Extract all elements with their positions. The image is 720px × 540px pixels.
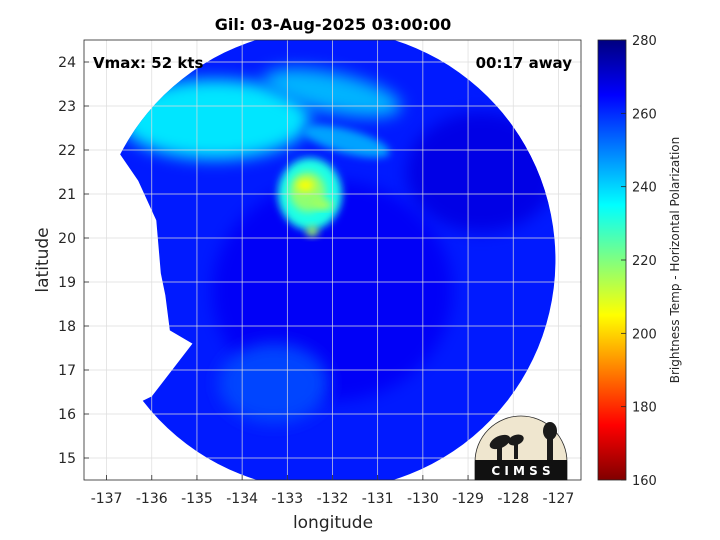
y-tick-label: 19 [58,275,76,291]
x-axis-label: longitude [293,513,373,533]
x-tick-label: -131 [362,491,394,507]
y-tick-label: 24 [58,55,76,71]
south-band [218,343,329,424]
time-offset-annotation: 00:17 away [476,54,573,72]
x-tick-label: -133 [271,491,303,507]
colorbar-tick-label: 240 [632,181,657,196]
colorbar-tick-label: 280 [632,34,657,49]
logo-band [475,460,567,480]
colorbar-label: Brightness Temp - Horizontal Polarizatio… [668,137,682,384]
core-inner [296,179,315,192]
x-tick-label: -137 [91,491,123,507]
y-tick-label: 17 [58,363,76,379]
colorbar-tick-label: 160 [632,474,657,489]
y-tick-label: 22 [58,143,76,159]
core-tail [306,226,319,237]
water-tower-icon [543,422,557,462]
y-tick-label: 23 [58,99,76,115]
x-axis-ticks: -137 -136 -135 -134 -133 -132 -131 -130 -129 -128… [91,475,575,507]
northwest-band [120,79,311,160]
colorbar-tick-label: 200 [632,327,657,342]
colorbar-ticks: 160 180 200 220 240 260 280 [621,34,657,489]
logo-text: C I M S S [491,464,550,478]
x-tick-label: -136 [136,491,168,507]
colorbar-tick-label: 260 [632,107,657,122]
y-tick-label: 20 [58,231,76,247]
y-tick-label: 16 [58,407,76,423]
inner-spiral-band [302,124,390,158]
x-tick-label: -135 [181,491,213,507]
cimss-logo: C I M S S [474,415,568,481]
colorbar-tick-label: 220 [632,254,657,269]
chart-title: Gil: 03-Aug-2025 03:00:00 [215,15,452,34]
x-tick-label: -134 [226,491,258,507]
x-tick-label: -128 [497,491,529,507]
colorbar-tick-label: 180 [632,401,657,416]
x-tick-label: -127 [543,491,575,507]
x-tick-label: -130 [407,491,439,507]
y-tick-label: 18 [58,319,76,335]
x-tick-label: -129 [452,491,484,507]
x-tick-label: -132 [317,491,349,507]
y-tick-label: 15 [58,451,76,467]
satellite-dish-icon [489,434,524,460]
y-axis-label: latitude [33,227,53,292]
east-cold-region [406,112,556,232]
y-tick-label: 21 [58,187,76,203]
vmax-annotation: Vmax: 52 kts [93,54,203,72]
core-streak [314,201,333,209]
y-axis-ticks: 15 16 17 18 19 20 21 22 23 24 [58,55,89,467]
grid-lines [84,40,581,480]
